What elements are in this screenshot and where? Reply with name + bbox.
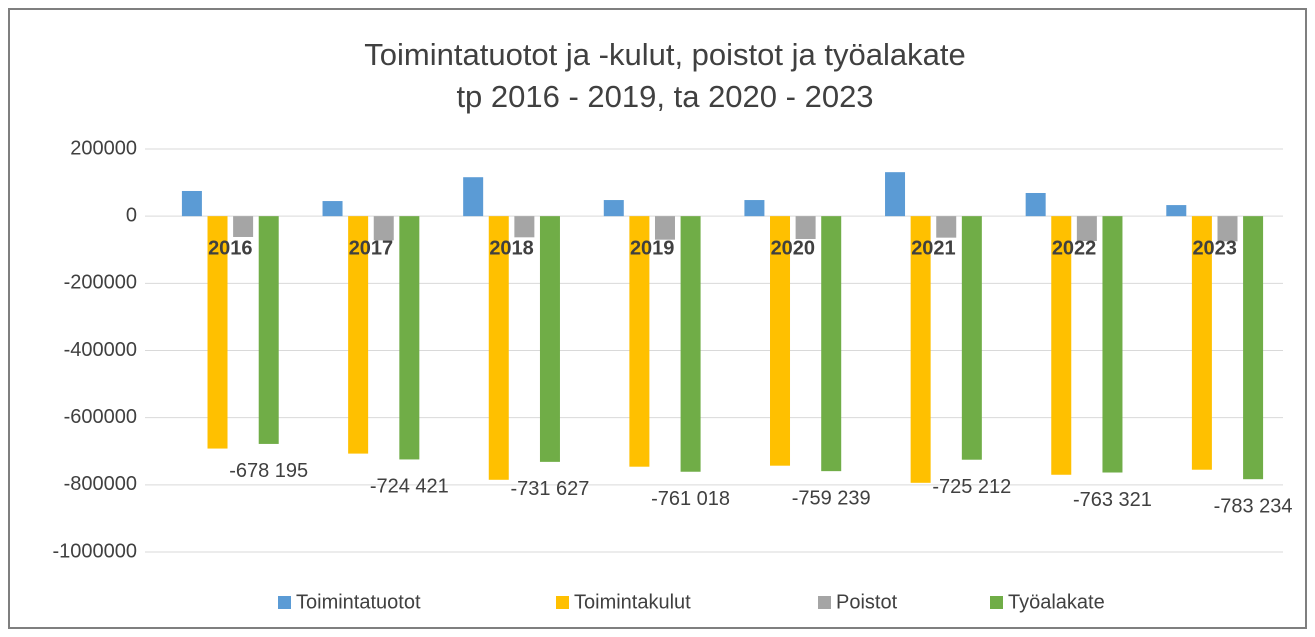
bar — [258, 216, 279, 444]
bar — [770, 216, 791, 466]
x-tick-label: 2019 — [630, 237, 675, 259]
bar — [488, 216, 509, 480]
bar — [1243, 216, 1264, 480]
bar — [322, 201, 343, 217]
bar — [910, 216, 931, 483]
bar — [233, 216, 254, 237]
y-tick-label: -400000 — [64, 339, 137, 361]
bar — [207, 216, 228, 449]
data-label: -783 234 — [1214, 495, 1293, 517]
data-label: -725 212 — [932, 476, 1011, 498]
data-label: -731 627 — [510, 478, 589, 500]
data-label: -678 195 — [229, 460, 308, 482]
bar — [795, 216, 816, 240]
bar — [539, 216, 560, 462]
y-tick-label: 200000 — [70, 137, 137, 159]
bar — [961, 216, 982, 460]
data-label: -724 421 — [370, 476, 449, 498]
legend-label: Toimintakulut — [574, 591, 691, 613]
bar — [1051, 216, 1072, 475]
x-tick-label: 2020 — [771, 237, 816, 259]
data-label: -759 239 — [792, 487, 871, 509]
legend-label: Toimintatuotot — [296, 591, 421, 613]
chart-subtitle: tp 2016 - 2019, ta 2020 - 2023 — [456, 79, 873, 114]
bar — [1102, 216, 1123, 473]
bar — [399, 216, 420, 460]
y-tick-label: -600000 — [64, 406, 137, 428]
y-tick-label: -1000000 — [52, 540, 137, 562]
y-tick-label: -800000 — [64, 473, 137, 495]
x-tick-label: 2023 — [1192, 237, 1237, 259]
x-tick-label: 2022 — [1052, 237, 1097, 259]
x-tick-label: 2018 — [489, 237, 534, 259]
legend-swatch — [278, 596, 291, 609]
bar — [514, 216, 535, 238]
legend-swatch — [556, 596, 569, 609]
legend-swatch — [818, 596, 831, 609]
bar — [1217, 216, 1238, 242]
bar — [463, 177, 484, 217]
bar — [936, 216, 957, 238]
bar — [629, 216, 650, 467]
x-tick-label: 2017 — [349, 237, 394, 259]
legend-swatch — [990, 596, 1003, 609]
legend-label: Työalakate — [1008, 591, 1105, 613]
bar — [181, 190, 202, 217]
bar — [680, 216, 701, 472]
bar — [373, 216, 394, 241]
bar — [603, 200, 624, 217]
chart-title: Toimintatuotot ja -kulut, poistot ja työ… — [364, 37, 965, 72]
bar — [1076, 216, 1097, 242]
bar — [821, 216, 842, 472]
y-tick-label: -200000 — [64, 272, 137, 294]
bar — [348, 216, 369, 454]
bar — [885, 172, 906, 217]
bar — [1166, 205, 1187, 217]
y-tick-label: 0 — [126, 204, 137, 226]
bar — [744, 200, 765, 217]
x-tick-label: 2016 — [208, 237, 253, 259]
x-tick-label: 2021 — [911, 237, 956, 259]
data-label: -763 321 — [1073, 489, 1152, 511]
bar — [1025, 192, 1046, 217]
legend-label: Poistot — [836, 591, 898, 613]
bar — [1191, 216, 1212, 470]
data-label: -761 018 — [651, 488, 730, 510]
bar — [654, 216, 675, 240]
